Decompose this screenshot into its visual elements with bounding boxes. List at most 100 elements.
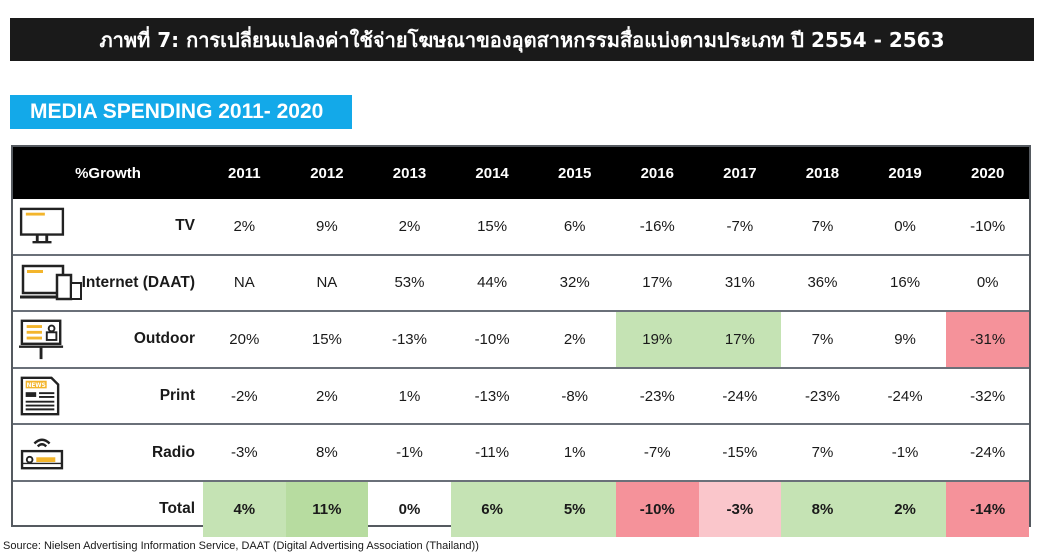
row-label-cell: Outdoor [13, 310, 203, 368]
growth-value-cell: -13% [450, 366, 534, 425]
growth-value-cell: 2% [233, 217, 256, 235]
header-year: 2016 [615, 147, 699, 199]
total-label: Total [13, 479, 203, 537]
row-label-cell: Print [13, 366, 203, 425]
growth-value-cell: 31% [698, 253, 782, 312]
growth-value-cell: -16% [639, 217, 675, 235]
header-year: 2017 [698, 147, 782, 199]
growth-value-cell: 2% [533, 310, 616, 368]
growth-value-cell: 44% [450, 253, 534, 312]
total-value-cell: 8% [781, 479, 864, 537]
table-body: TV 2% 9% 2% 15% 6% -16% -7% 7% 0% -10% Internet (DA… [13, 199, 1029, 537]
billboard-icon [19, 317, 65, 361]
row-label: Outdoor [133, 330, 195, 348]
growth-value-cell: -13% [368, 310, 451, 368]
growth-value-cell: 8% [285, 423, 369, 481]
growth-value-cell: 7% [781, 310, 864, 368]
total-value-cell: -3% [698, 479, 782, 537]
total-value-cell: 5% [533, 479, 616, 537]
growth-value-cell: 36% [781, 253, 864, 312]
growth-value-cell: -7% [615, 423, 699, 481]
table-row: Radio -3% 8% -1% -11% 1% -7% -15% 7% -1% -24% [13, 423, 1029, 481]
header-year: 2014 [450, 147, 534, 199]
tv-icon [19, 207, 65, 245]
growth-value-cell: -32% [946, 366, 1029, 425]
row-label-cell: Internet (DAAT) [13, 253, 203, 312]
total-value-cell: 11% [285, 479, 369, 537]
growth-value-cell: -1% [863, 423, 947, 481]
growth-value-cell: 7% [811, 217, 834, 235]
total-value-cell: 4% [203, 479, 286, 537]
header-corner-label: %Growth [13, 147, 203, 199]
growth-value-cell: -31% [946, 310, 1029, 368]
growth-value-cell: -3% [203, 423, 286, 481]
growth-value-cell: 19% [615, 310, 699, 368]
growth-value-cell: -10% [450, 310, 534, 368]
growth-value-cell: 7% [781, 423, 864, 481]
header-year: 2013 [368, 147, 451, 199]
growth-value-cell: 0% [894, 217, 916, 235]
header-year: 2020 [946, 147, 1029, 199]
growth-value-cell: 2% [398, 217, 421, 235]
row-label-cell: TV [13, 199, 203, 255]
growth-value-cell: 15% [477, 217, 508, 235]
devices-icon [19, 263, 83, 303]
header-year: 2015 [533, 147, 616, 199]
row-label: Print [159, 387, 195, 405]
total-value-cell: 2% [863, 479, 947, 537]
header-year: 2012 [285, 147, 369, 199]
table-row: Print -2% 2% 1% -13% -8% -23% -24% -23% -24% -32% [13, 366, 1029, 425]
growth-value-cell: 15% [285, 310, 369, 368]
growth-value-cell: NA [285, 253, 369, 312]
growth-value-cell: 20% [203, 310, 286, 368]
page-title: ภาพที่ 7: การเปลี่ยนแปลงค่าใช้จ่ายโฆษณาข… [10, 18, 1034, 61]
growth-value-cell: -10% [970, 217, 1006, 235]
growth-value-cell: -15% [698, 423, 782, 481]
growth-value-cell: 2% [285, 366, 369, 425]
row-label-cell: Radio [13, 423, 203, 481]
growth-value-cell: 9% [316, 217, 338, 235]
header-year: 2019 [863, 147, 947, 199]
growth-value-cell: NA [203, 253, 286, 312]
radio-icon [19, 434, 65, 472]
table-row: TV 2% 9% 2% 15% 6% -16% -7% 7% 0% -10% [13, 199, 1029, 255]
growth-value-cell: 6% [563, 217, 586, 235]
growth-value-cell: 1% [533, 423, 616, 481]
row-label: Internet (DAAT) [81, 273, 195, 291]
table-header: %Growth 2011 2012 2013 2014 2015 2016 20… [13, 147, 1029, 199]
growth-value-cell: -24% [863, 366, 947, 425]
growth-value-cell: -8% [533, 366, 616, 425]
growth-value-cell: 0% [946, 253, 1029, 312]
growth-value-cell: -1% [368, 423, 451, 481]
section-subtitle: MEDIA SPENDING 2011- 2020 [10, 95, 352, 129]
total-value-cell: 6% [450, 479, 534, 537]
growth-value-cell: 32% [533, 253, 616, 312]
total-value-cell: 0% [368, 479, 451, 537]
row-label: Radio [151, 443, 195, 461]
header-year: 2011 [203, 147, 286, 199]
growth-value-cell: 16% [863, 253, 947, 312]
growth-value-cell: 17% [698, 310, 782, 368]
total-value-cell: -10% [615, 479, 699, 537]
table-row: Internet (DAAT) NA NA 53% 44% 32% 17% 31% 36% 16%… [13, 253, 1029, 312]
growth-value-cell: -23% [615, 366, 699, 425]
growth-value-cell: 9% [863, 310, 947, 368]
header-row: %Growth 2011 2012 2013 2014 2015 2016 20… [13, 147, 1029, 199]
growth-value-cell: -24% [698, 366, 782, 425]
growth-value-cell: 17% [615, 253, 699, 312]
growth-value-cell: -7% [726, 217, 754, 235]
media-spending-table-frame: %Growth 2011 2012 2013 2014 2015 2016 20… [11, 145, 1031, 537]
media-spending-table: %Growth 2011 2012 2013 2014 2015 2016 20… [13, 147, 1029, 537]
header-year: 2018 [781, 147, 864, 199]
growth-value-cell: 1% [368, 366, 451, 425]
growth-value-cell: -23% [781, 366, 864, 425]
growth-value-cell: -2% [203, 366, 286, 425]
newspaper-icon [19, 374, 61, 418]
growth-value-cell: -11% [450, 423, 534, 481]
growth-value-cell: -24% [946, 423, 1029, 481]
growth-value-cell: 53% [368, 253, 451, 312]
total-row: Total 4% 11% 0% 6% 5% -10% -3% 8% 2% -14% [13, 479, 1029, 537]
source-note: Source: Nielsen Advertising Information … [3, 540, 479, 552]
table-row: Outdoor 20% 15% -13% -10% 2% 19% 17% 7% 9% -31% [13, 310, 1029, 368]
total-value-cell: -14% [946, 479, 1029, 537]
